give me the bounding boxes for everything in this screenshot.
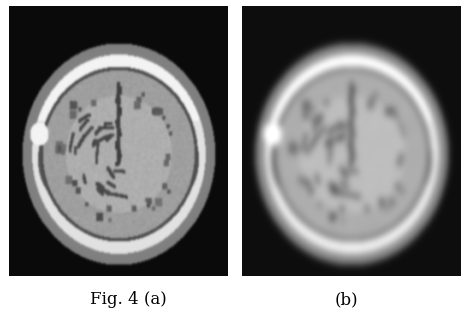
Text: (b): (b) bbox=[334, 291, 358, 308]
Text: Fig. 4 (a): Fig. 4 (a) bbox=[90, 291, 166, 308]
